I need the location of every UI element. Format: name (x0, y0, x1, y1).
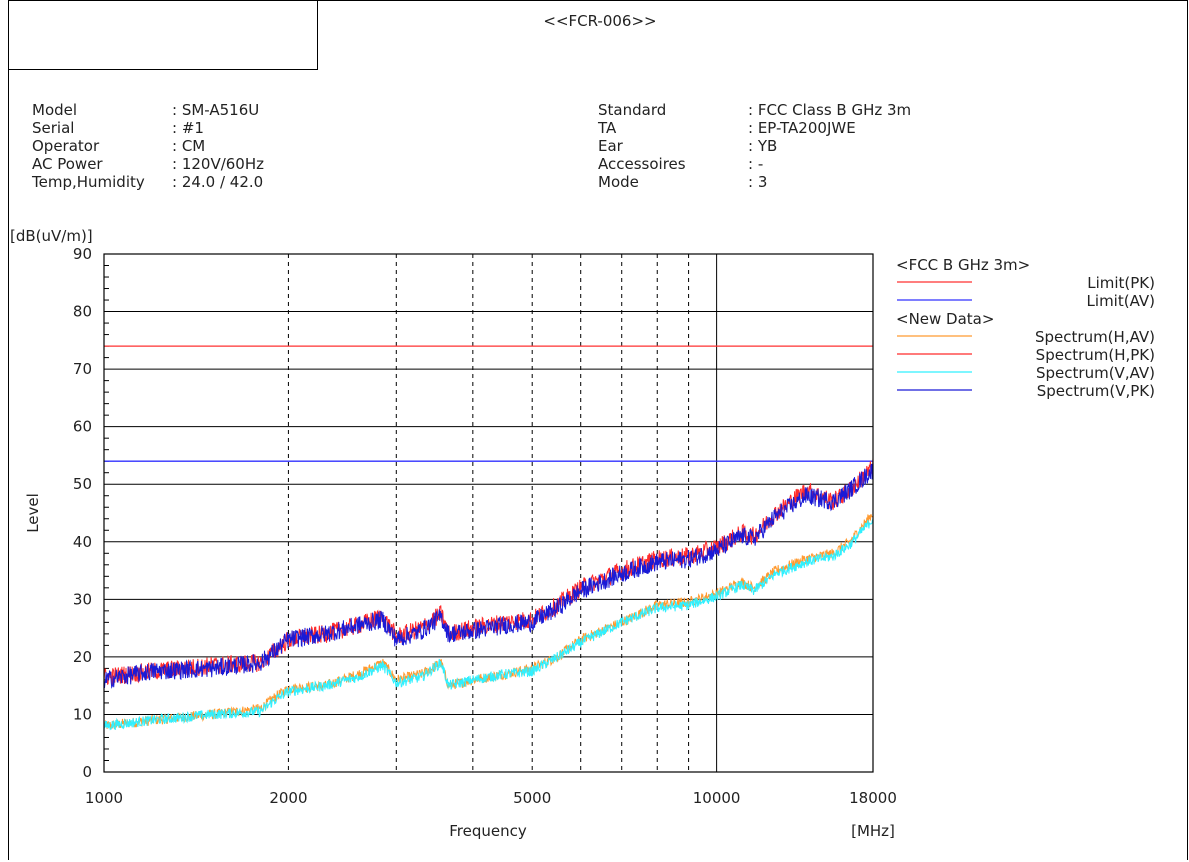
x-tick-label: 18000 (849, 789, 897, 807)
y-tick-label: 60 (73, 418, 92, 436)
x-unit-label: [MHz] (851, 822, 895, 840)
info_right-row: Ear : YB (598, 137, 777, 155)
y-tick-label: 70 (73, 360, 92, 378)
y-tick-label: 40 (73, 533, 92, 551)
info_right-row: TA : EP-TA200JWE (598, 119, 856, 137)
info_left-label: Temp,Humidity (32, 173, 145, 191)
info_left-value: : 24.0 / 42.0 (172, 173, 264, 191)
info_right-row: Accessoires : - (598, 155, 763, 173)
legend-entry: Spectrum(H,AV) (1035, 328, 1155, 346)
info_left-label: Operator (32, 137, 100, 155)
info_left-label: Model (32, 101, 78, 119)
series-line (103, 519, 874, 731)
legend-entry: Spectrum(V,PK) (1037, 382, 1155, 400)
y-tick-label: 50 (73, 475, 92, 493)
legend-entry: Spectrum(V,AV) (1036, 364, 1155, 382)
info_right-label: Accessoires (598, 155, 686, 173)
info_left-value: : SM-A516U (172, 101, 260, 119)
y-tick-label: 30 (73, 590, 92, 608)
info_right-value: : 3 (748, 173, 768, 191)
report-frame (8, 0, 1188, 860)
series-line (103, 458, 874, 685)
info_right-value: : FCC Class B GHz 3m (748, 101, 912, 119)
y-unit-label: [dB(uV/m)] (10, 227, 93, 245)
info_right-row: Standard : FCC Class B GHz 3m (598, 101, 911, 119)
info_left-value: : 120V/60Hz (172, 155, 265, 173)
info_left-row: AC Power : 120V/60Hz (32, 155, 264, 173)
legend-entry: Limit(AV) (1087, 292, 1155, 310)
info_left-value: : CM (172, 137, 206, 155)
info_left-row: Serial : #1 (32, 119, 204, 137)
info-right: Standard : FCC Class B GHz 3m TA : EP-TA200… (598, 101, 911, 191)
info_left-row: Operator : CM (32, 137, 205, 155)
legend-group-title: <FCC B GHz 3m> (896, 256, 1030, 274)
info_left-row: Model : SM-A516U (32, 101, 259, 119)
y-tick-label: 80 (73, 303, 92, 321)
y-axis-label: Level (24, 493, 42, 533)
info_left-row: Temp,Humidity : 24.0 / 42.0 (32, 173, 263, 191)
y-tick-label: 90 (73, 245, 92, 263)
info_right-value: : YB (748, 137, 778, 155)
plot-border (103, 253, 874, 773)
logo-box (8, 0, 318, 70)
info_right-label: TA (598, 119, 617, 137)
report-id: <<FCR-006>> (543, 12, 657, 30)
y-tick-label: 0 (82, 763, 92, 781)
info_right-label: Mode (598, 173, 639, 191)
legend-group-title: <New Data> (896, 310, 994, 328)
info-left: Model: SM-A516U Serial: #1 Operator: CM AC … (32, 101, 264, 191)
y-tick-label: 20 (73, 648, 92, 666)
info_right-value: : EP-TA200JWE (748, 119, 856, 137)
y-tick-label: 10 (73, 705, 92, 723)
series-line (103, 463, 874, 689)
x-axis-label: Frequency (449, 822, 527, 840)
info_right-row: Mode : 3 (598, 173, 767, 191)
x-tick-label: 10000 (693, 789, 741, 807)
info_left-label: Serial (32, 119, 75, 137)
legend-entry: Spectrum(H,PK) (1036, 346, 1155, 364)
info_left-label: AC Power (32, 155, 103, 173)
info_right-label: Ear (598, 137, 623, 155)
legend-entry: Limit(PK) (1087, 274, 1155, 292)
x-tick-label: 1000 (85, 789, 123, 807)
info_left-value: : #1 (172, 119, 204, 137)
info_right-value: : - (748, 155, 764, 173)
x-tick-label: 5000 (513, 789, 551, 807)
x-tick-label: 2000 (269, 789, 307, 807)
info_right-label: Standard (598, 101, 667, 119)
